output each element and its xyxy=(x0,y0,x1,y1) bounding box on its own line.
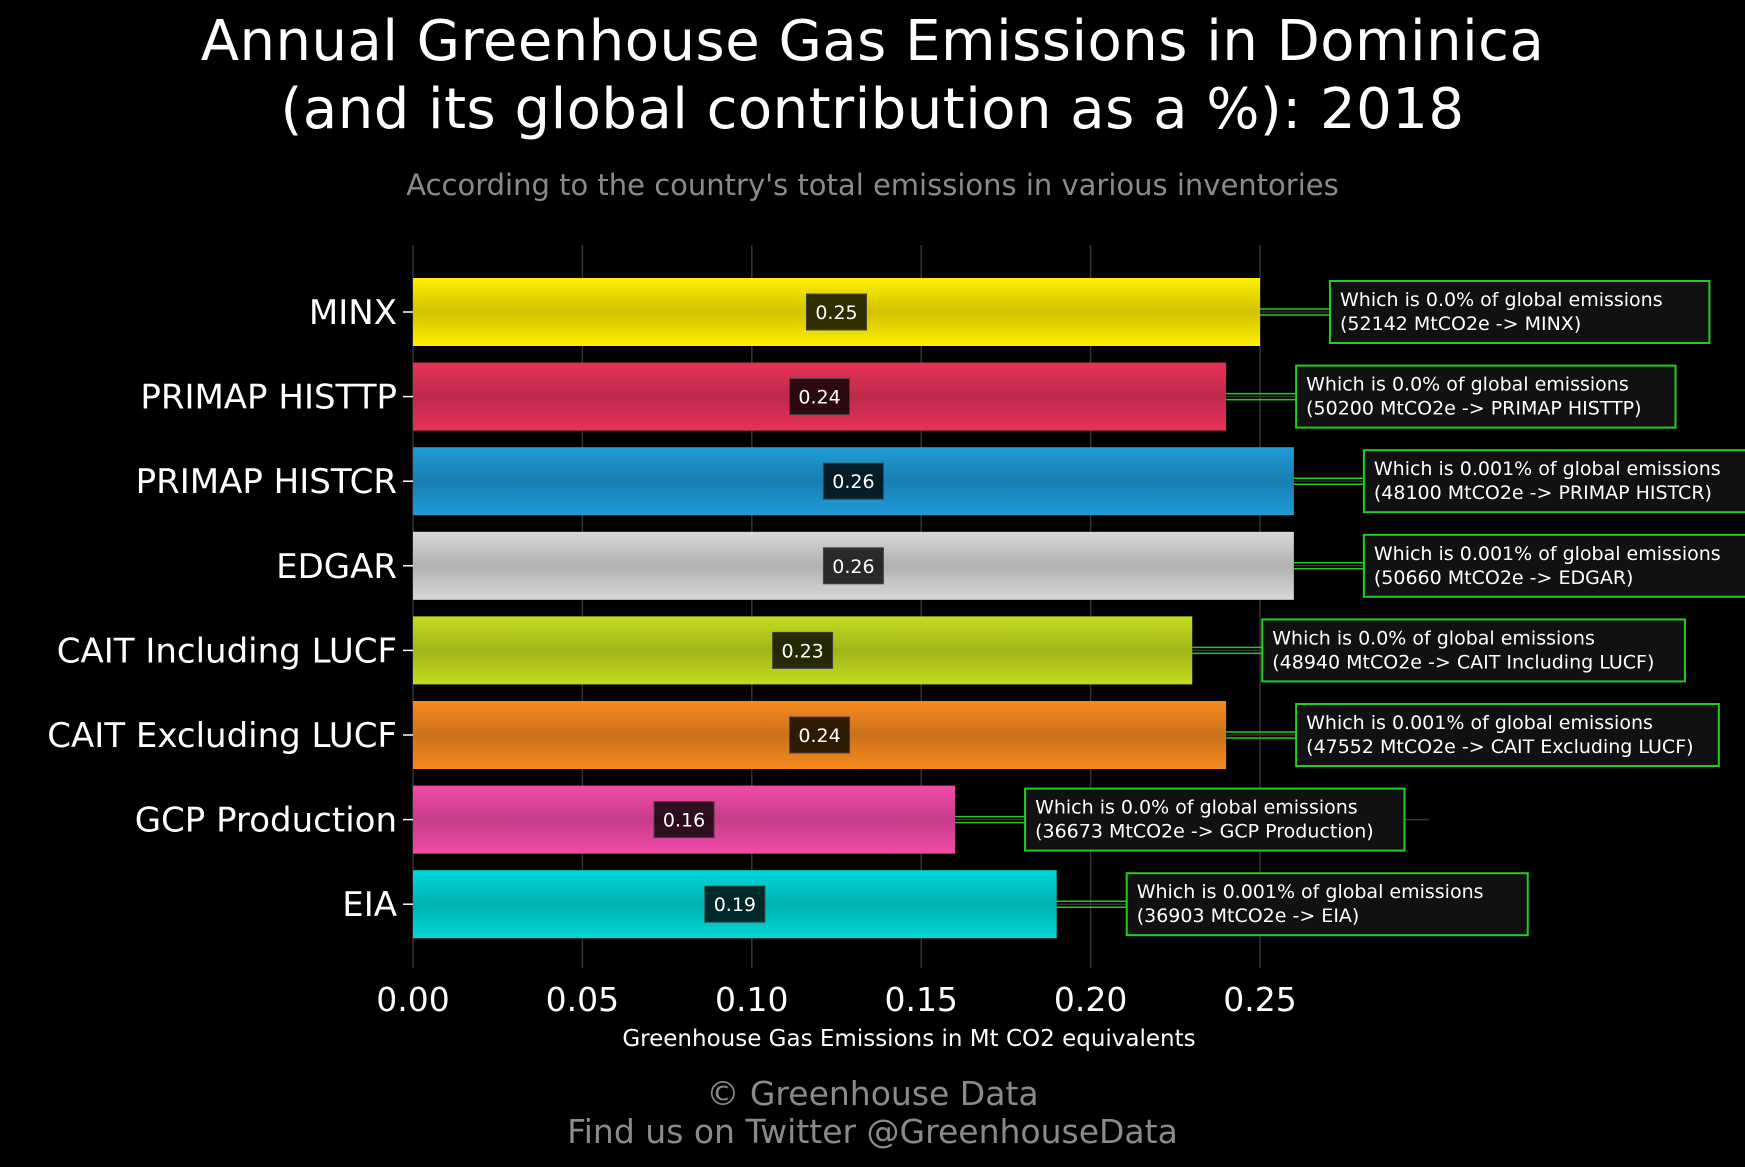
value-label: 0.23 xyxy=(781,640,823,662)
y-axis-labels: MINX PRIMAP HISTTP PRIMAP HISTCR EDGAR CAIT … xyxy=(47,293,413,925)
annotation-line-1: Which is 0.001% of global emissions xyxy=(1374,458,1721,480)
credit-line-1: © Greenhouse Data xyxy=(706,1074,1039,1113)
category-label: PRIMAP HISTTP xyxy=(140,378,397,418)
annotation-line-1: Which is 0.0% of global emissions xyxy=(1306,374,1629,396)
annotation-box xyxy=(1261,618,1686,683)
value-label-box xyxy=(704,885,766,923)
grid-lines xyxy=(412,245,1430,968)
annotation-line-2: (48100 MtCO2e -> PRIMAP HISTCR) xyxy=(1374,482,1712,504)
annotation-line-1: Which is 0.001% of global emissions xyxy=(1306,712,1653,734)
x-tick-label: 0.25 xyxy=(1223,980,1296,1019)
annotation-line-2: (47552 MtCO2e -> CAIT Excluding LUCF) xyxy=(1306,736,1693,758)
x-tick-label: 0.10 xyxy=(715,980,788,1019)
chart-subtitle: According to the country's total emissio… xyxy=(406,168,1339,202)
annotation-line-2: (52142 MtCO2e -> MINX) xyxy=(1340,313,1581,335)
annotation-line-2: (36673 MtCO2e -> GCP Production) xyxy=(1035,821,1374,843)
annotation-line-1: Which is 0.001% of global emissions xyxy=(1137,881,1484,903)
annotation-line-1: Which is 0.0% of global emissions xyxy=(1272,627,1595,649)
category-label: CAIT Including LUCF xyxy=(57,631,397,671)
value-label: 0.16 xyxy=(663,810,705,832)
value-label: 0.26 xyxy=(832,471,874,493)
annotation-line-2: (48940 MtCO2e -> CAIT Including LUCF) xyxy=(1272,651,1654,673)
annotation-box xyxy=(1295,364,1677,429)
category-label: EDGAR xyxy=(276,547,397,587)
value-label-box xyxy=(772,631,834,669)
value-label: 0.24 xyxy=(798,387,840,409)
annotation-box xyxy=(1362,533,1745,598)
value-label: 0.26 xyxy=(832,556,874,578)
value-label-box xyxy=(789,378,851,416)
x-axis-label: Greenhouse Gas Emissions in Mt CO2 equiv… xyxy=(622,1026,1195,1052)
value-label: 0.25 xyxy=(815,302,857,324)
value-label: 0.24 xyxy=(798,725,840,747)
annotation-box xyxy=(1329,280,1711,344)
category-label: GCP Production xyxy=(135,801,397,841)
chart-title-line-2: (and its global contribution as a %): 20… xyxy=(280,77,1465,142)
annotation-connectors xyxy=(955,308,1364,908)
value-label-box xyxy=(789,716,851,754)
annotation-line-1: Which is 0.0% of global emissions xyxy=(1340,289,1663,311)
category-label: MINX xyxy=(309,293,397,333)
value-label-box xyxy=(653,801,715,839)
annotation-line-2: (36903 MtCO2e -> EIA) xyxy=(1137,905,1360,927)
x-tick-label: 0.00 xyxy=(376,980,449,1019)
chart-title-line-1: Annual Greenhouse Gas Emissions in Domin… xyxy=(200,9,1545,74)
annotations: Which is 0.0% of global emissions(52142 … xyxy=(1024,280,1745,937)
annotation-line-2: (50200 MtCO2e -> PRIMAP HISTTP) xyxy=(1306,398,1641,420)
annotation-box xyxy=(1024,787,1406,852)
value-label-box xyxy=(822,462,884,500)
annotation-box xyxy=(1362,449,1745,514)
annotation-line-1: Which is 0.0% of global emissions xyxy=(1035,797,1358,819)
x-tick-label: 0.05 xyxy=(546,980,619,1019)
value-label: 0.19 xyxy=(714,894,756,916)
annotation-line-1: Which is 0.001% of global emissions xyxy=(1374,543,1721,565)
x-tick-label: 0.20 xyxy=(1054,980,1127,1019)
value-label-box xyxy=(822,547,884,585)
category-label: PRIMAP HISTCR xyxy=(136,462,397,502)
category-label: EIA xyxy=(342,885,397,925)
annotation-line-2: (50660 MtCO2e -> EDGAR) xyxy=(1374,567,1634,589)
x-tick-label: 0.15 xyxy=(884,980,957,1019)
value-labels: 0.25 0.24 0.26 0.26 0.23 0.24 0.16 0.19 xyxy=(653,293,884,923)
annotation-box xyxy=(1125,872,1529,937)
annotation-box xyxy=(1295,703,1720,767)
category-label: CAIT Excluding LUCF xyxy=(47,716,397,756)
x-axis-ticks: 0.00 0.05 0.10 0.15 0.20 0.25 xyxy=(376,980,1296,1019)
value-label-box xyxy=(806,293,867,331)
credit-line-2: Find us on Twitter @GreenhouseData xyxy=(567,1112,1178,1151)
